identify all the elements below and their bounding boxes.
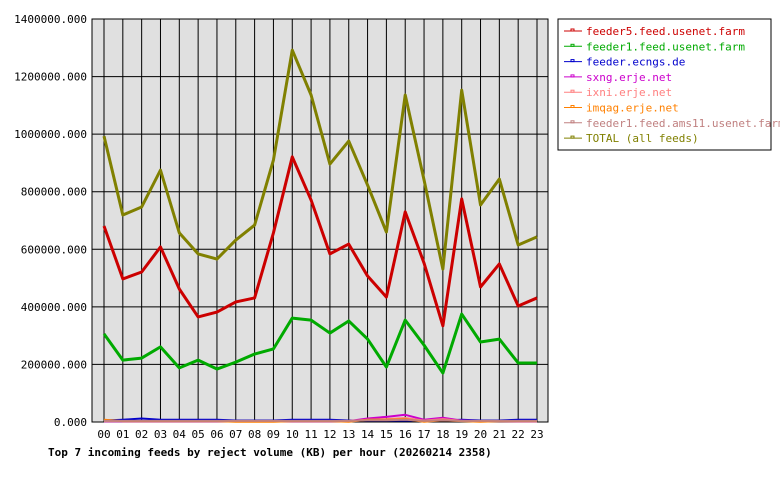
legend-marker [570, 28, 575, 32]
x-tick-label: 05 [192, 428, 205, 441]
series-line-1 [102, 312, 537, 375]
x-tick-label: 16 [399, 428, 412, 441]
legend-label: feeder5.feed.usenet.farm [586, 25, 745, 38]
legend-label: feeder.ecngs.de [586, 56, 685, 69]
x-tick-label: 04 [173, 428, 187, 441]
legend-marker [570, 59, 575, 63]
x-tick-label: 19 [455, 428, 468, 441]
y-tick-label: 1200000.000 [14, 71, 87, 84]
x-tick-label: 08 [248, 428, 261, 441]
legend-marker [570, 120, 575, 124]
legend-label: feeder1.feed.ams11.usenet.farm [586, 117, 780, 130]
legend [557, 18, 772, 151]
legend-marker [570, 105, 575, 108]
y-tick-label: 200000.000 [21, 358, 87, 371]
x-tick-label: 13 [342, 428, 355, 441]
x-tick-label: 02 [135, 428, 148, 441]
legend-marker [570, 89, 575, 93]
y-tick-label: 0.000 [54, 416, 87, 429]
series-line-6 [104, 418, 537, 422]
x-tick-label: 23 [530, 428, 543, 441]
x-tick-label: 14 [361, 428, 375, 441]
legend-marker [570, 135, 575, 139]
y-tick-label: 800000.000 [21, 186, 87, 199]
x-tick-label: 21 [493, 428, 506, 441]
legend-label: ixni.erje.net [586, 86, 672, 99]
series-line-7 [102, 48, 538, 271]
x-tick-label: 01 [116, 428, 129, 441]
x-tick-label: 06 [210, 428, 223, 441]
chart-title: Top 7 incoming feeds by reject volume (K… [48, 446, 492, 459]
x-tick-label: 11 [304, 428, 317, 441]
legend-label: imqag.erje.net [586, 102, 679, 115]
x-tick-label: 00 [97, 428, 110, 441]
x-tick-label: 22 [512, 428, 525, 441]
x-tick-label: 03 [154, 428, 167, 441]
legend-label: sxng.erje.net [586, 71, 672, 84]
x-tick-label: 15 [380, 428, 393, 441]
x-tick-label: 12 [323, 428, 336, 441]
y-tick-label: 600000.000 [21, 243, 87, 256]
x-tick-label: 17 [417, 428, 430, 441]
x-tick-label: 09 [267, 428, 280, 441]
y-tick-label: 400000.000 [21, 301, 87, 314]
y-tick-label: 1000000.000 [14, 128, 87, 141]
legend-marker [570, 74, 575, 78]
x-tick-label: 20 [474, 428, 487, 441]
y-tick-label: 1400000.000 [14, 13, 87, 26]
series-line-0 [102, 155, 538, 328]
legend-label: TOTAL (all feeds) [586, 132, 699, 145]
legend-label: feeder1.feed.usenet.farm [586, 40, 745, 53]
x-tick-label: 10 [286, 428, 299, 441]
x-tick-label: 07 [229, 428, 242, 441]
legend-marker [570, 43, 575, 47]
x-tick-label: 18 [436, 428, 449, 441]
